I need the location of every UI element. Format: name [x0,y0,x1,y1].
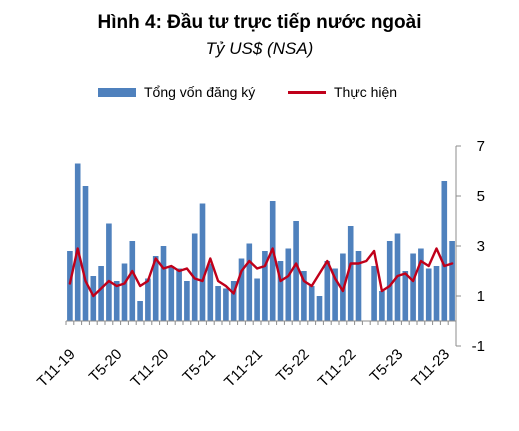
bar [199,203,206,321]
bar [301,271,307,321]
bar [246,243,253,321]
bar [168,266,175,321]
y-tick-label: 5 [477,188,485,205]
series-line [68,247,454,298]
bar [152,256,159,321]
x-tick-label: T5-20 [86,346,126,386]
bar [207,263,214,321]
legend-item-line: Thực hiện [288,84,397,100]
y-tick-label: 3 [477,238,485,255]
bar [332,268,338,321]
bar [74,163,81,321]
bar [402,271,409,321]
bar [184,281,190,321]
bar [230,281,237,321]
x-tick-label: T11-19 [34,346,79,391]
bar [121,263,128,321]
bar [113,281,120,321]
bar [347,226,354,321]
chart-title: Hình 4: Đầu tư trực tiếp nước ngoài [97,12,422,33]
x-tick-label: T11-22 [315,346,360,391]
legend-bar-swatch [98,87,136,97]
legend-line-swatch [288,90,326,94]
x-tick-label: T11-21 [221,346,266,391]
y-tick-label: 1 [477,288,485,305]
x-tick-label: T5-23 [367,346,407,386]
bar [379,291,385,321]
legend-line-label: Thực hiện [334,84,398,100]
y-tick-label: 7 [477,138,485,155]
bar [176,268,182,321]
bar [145,278,151,321]
legend-bar-label: Tổng vốn đăng ký [144,84,256,100]
x-tick-label: T11-23 [408,346,453,391]
bar [98,266,104,321]
x-tick-label: T5-22 [273,346,313,386]
bar [82,186,89,321]
bar [371,266,377,321]
bar [238,258,245,321]
chart-subtitle: Tỷ US$ (NSA) [205,39,314,58]
bar [67,251,73,321]
bar [449,241,455,321]
bar [418,248,424,321]
bar [293,221,299,321]
bar [285,248,292,321]
bar [215,286,221,321]
bar [90,276,97,321]
x-tick-label: T11-20 [127,346,172,391]
bar [277,261,284,321]
legend-item-bars: Tổng vốn đăng ký [98,84,255,100]
bar [137,301,143,321]
bar [410,253,416,321]
bar [433,266,440,321]
bar [129,241,136,321]
bar [223,288,229,321]
bar [308,286,315,321]
bar [160,246,167,321]
bar [441,181,448,321]
bar [269,201,276,321]
bar [106,223,112,321]
bar [355,251,362,321]
x-tick-label: T5-21 [179,346,219,386]
bar [425,268,432,321]
bar [324,261,331,321]
y-tick-label: -1 [472,338,485,355]
bar [254,278,260,321]
bar [262,251,268,321]
bar [316,296,323,321]
bar [386,241,393,321]
